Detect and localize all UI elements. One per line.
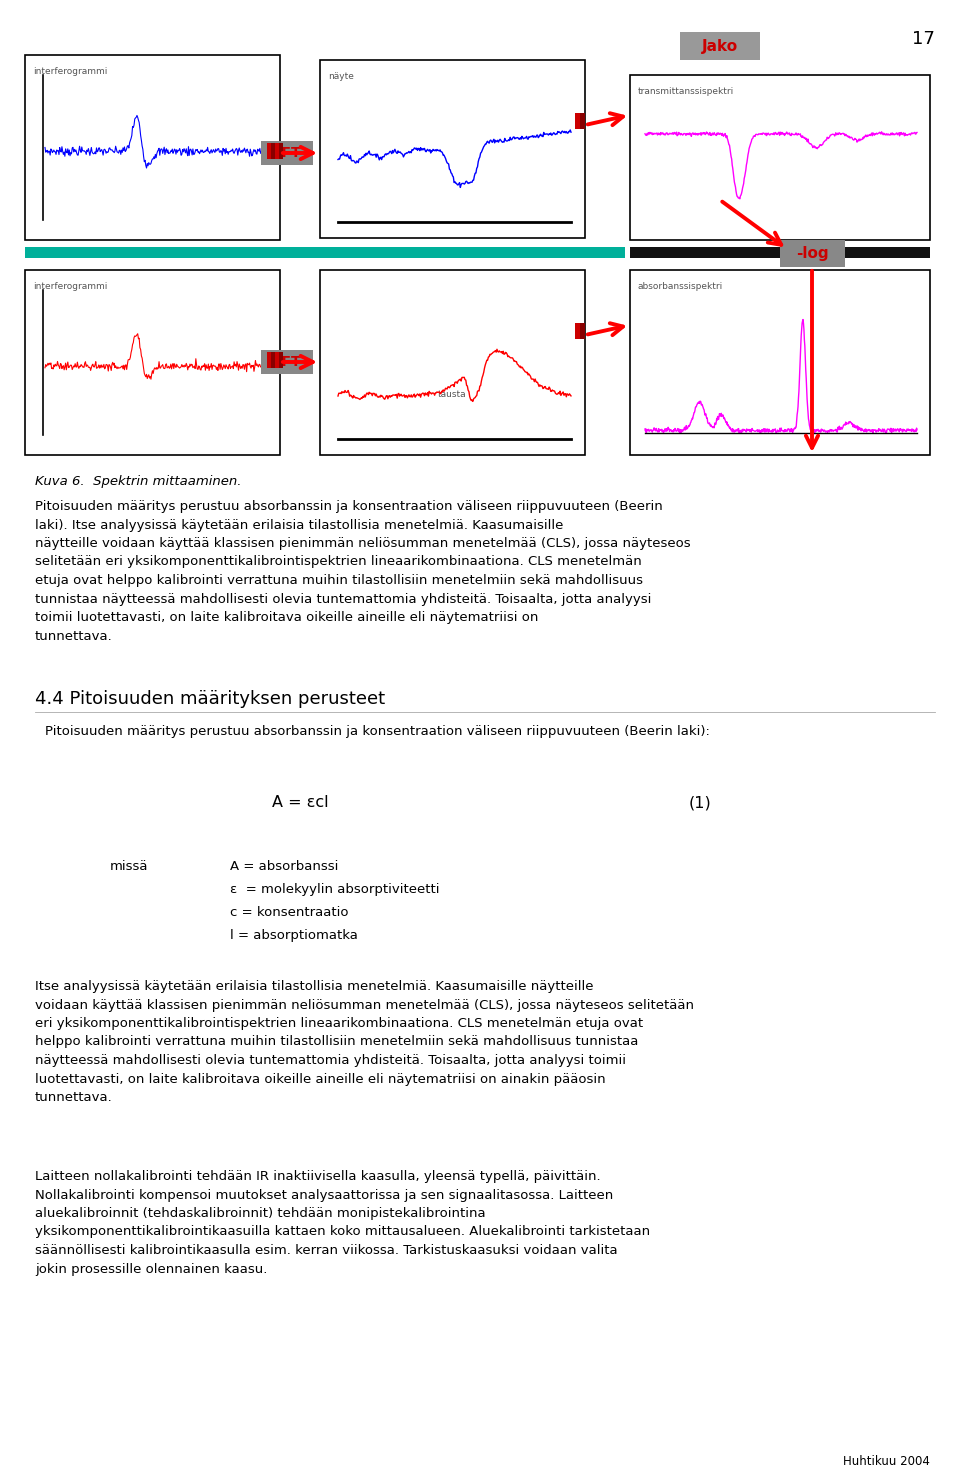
Bar (575, 112, 580, 129)
Text: FFT: FFT (273, 147, 301, 160)
Text: missä: missä (110, 860, 149, 873)
Text: interferogrammi: interferogrammi (33, 67, 108, 75)
Bar (271, 352, 275, 369)
Text: Itse analyysissä käytetään erilaisia tilastollisia menetelmiä. Kaasumaisille näy: Itse analyysissä käytetään erilaisia til… (35, 980, 694, 1104)
Bar (680, 33, 760, 61)
Bar (630, 75, 930, 240)
Bar (25, 247, 625, 258)
Bar (580, 323, 585, 339)
Text: -log: -log (796, 246, 828, 260)
Bar (25, 269, 280, 454)
Bar (275, 144, 279, 158)
Bar (279, 144, 283, 158)
Bar (575, 323, 580, 339)
Text: tausta: tausta (438, 391, 467, 400)
Text: Kuva 6.  Spektrin mittaaminen.: Kuva 6. Spektrin mittaaminen. (35, 475, 242, 488)
Bar (271, 144, 275, 158)
Bar (275, 352, 279, 369)
Text: A = εcl: A = εcl (272, 795, 328, 810)
Text: transmittanssispektri: transmittanssispektri (638, 87, 734, 96)
Text: ε  = molekyylin absorptiviteetti: ε = molekyylin absorptiviteetti (230, 884, 440, 895)
Text: (1): (1) (688, 795, 711, 810)
Text: FFT: FFT (273, 355, 301, 369)
Text: l = absorptiomatka: l = absorptiomatka (230, 929, 358, 941)
Bar (279, 352, 283, 369)
Text: Huhtikuu 2004: Huhtikuu 2004 (843, 1455, 930, 1468)
Bar (630, 269, 930, 454)
Bar (25, 55, 280, 240)
Text: Jako: Jako (702, 38, 738, 53)
Bar (267, 352, 271, 369)
Text: c = konsentraatio: c = konsentraatio (230, 906, 348, 919)
Text: A = absorbanssi: A = absorbanssi (230, 860, 338, 873)
Text: 17: 17 (912, 30, 935, 47)
Bar (580, 112, 585, 129)
Bar (320, 269, 585, 454)
Text: Pitoisuuden määritys perustuu absorbanssin ja konsentraation väliseen riippuvuut: Pitoisuuden määritys perustuu absorbanss… (35, 500, 690, 642)
Bar (261, 349, 313, 374)
Bar (261, 141, 313, 164)
Text: absorbanssispektri: absorbanssispektri (638, 283, 723, 292)
Text: Laitteen nollakalibrointi tehdään IR inaktiivisella kaasulla, yleensä typellä, p: Laitteen nollakalibrointi tehdään IR ina… (35, 1171, 650, 1276)
Bar (267, 144, 271, 158)
Bar (780, 240, 845, 266)
Text: 4.4 Pitoisuuden määrityksen perusteet: 4.4 Pitoisuuden määrityksen perusteet (35, 690, 385, 707)
Text: näyte: näyte (328, 73, 354, 81)
Text: interferogrammi: interferogrammi (33, 283, 108, 292)
Bar (630, 247, 930, 258)
Text: Pitoisuuden määritys perustuu absorbanssin ja konsentraation väliseen riippuvuut: Pitoisuuden määritys perustuu absorbanss… (45, 725, 709, 739)
Bar (320, 61, 585, 238)
